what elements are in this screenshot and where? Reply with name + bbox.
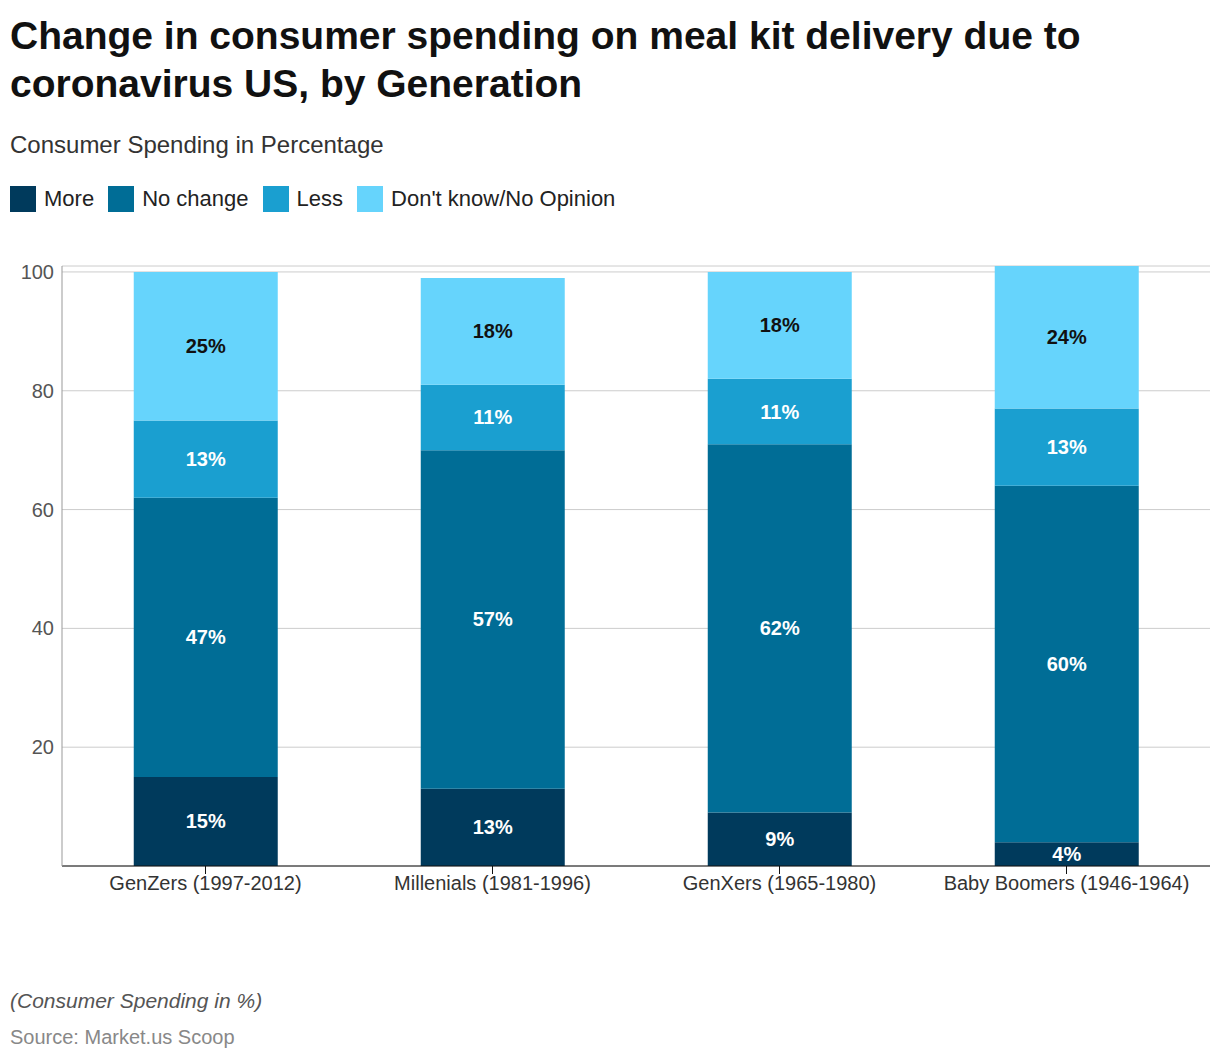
svg-text:9%: 9%	[765, 828, 794, 850]
html-text:Consumer Spending in Percentag: Consumer Spending in Percentage	[10, 131, 384, 158]
svg-text:11%: 11%	[760, 401, 799, 423]
svg-text:100: 100	[21, 261, 54, 283]
html-text:No change: No change	[142, 186, 249, 211]
html-text:(Consumer Spending in %): (Consumer Spending in %)	[10, 989, 263, 1012]
svg-text:20: 20	[32, 736, 54, 758]
html-text:Change in consumer spending on: Change in consumer spending on meal kit …	[10, 14, 1081, 105]
svg-text:15%: 15%	[186, 810, 226, 832]
svg-text:GenZers (1997-2012): GenZers (1997-2012)	[109, 872, 301, 894]
svg-text:80: 80	[32, 380, 54, 402]
svg-text:57%: 57%	[473, 608, 513, 630]
svg-text:11%: 11%	[473, 406, 512, 428]
html-text:Source: Market.us Scoop: Source: Market.us Scoop	[10, 1026, 235, 1048]
svg-text:13%: 13%	[473, 816, 513, 838]
svg-text:13%: 13%	[1047, 436, 1087, 458]
svg-text:24%: 24%	[1047, 326, 1087, 348]
svg-text:47%: 47%	[186, 626, 226, 648]
svg-text:60%: 60%	[1047, 653, 1087, 675]
svg-text:Millenials (1981-1996): Millenials (1981-1996)	[394, 872, 591, 894]
html-text:Less: Less	[296, 186, 343, 211]
html-text:More: More	[44, 186, 95, 211]
svg-text:Baby Boomers (1946-1964): Baby Boomers (1946-1964)	[944, 872, 1190, 894]
svg-text:62%: 62%	[760, 617, 800, 639]
html-text:Don't know/No Opinion: Don't know/No Opinion	[391, 186, 616, 211]
svg-text:18%: 18%	[760, 314, 800, 336]
svg-text:40: 40	[32, 617, 54, 639]
svg-text:GenXers (1965-1980): GenXers (1965-1980)	[683, 872, 876, 894]
svg-text:60: 60	[32, 499, 54, 521]
svg-text:18%: 18%	[473, 320, 513, 342]
svg-text:4%: 4%	[1052, 843, 1081, 865]
svg-text:13%: 13%	[186, 448, 226, 470]
svg-text:25%: 25%	[186, 335, 226, 357]
